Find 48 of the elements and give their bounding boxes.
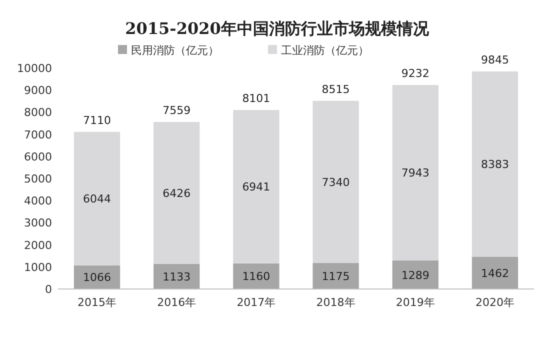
data-label: 1133 <box>162 270 191 284</box>
data-label: 1175 <box>322 270 350 284</box>
y-tick-label: 10000 <box>17 62 52 75</box>
data-label: 1289 <box>401 268 430 282</box>
x-tick-label: 2017年 <box>236 296 276 309</box>
x-tick-label: 2015年 <box>78 296 117 309</box>
y-tick-label: 0 <box>45 283 52 296</box>
total-label: 8515 <box>322 82 350 96</box>
data-label: 6044 <box>83 192 112 206</box>
y-tick-label: 3000 <box>24 216 52 230</box>
bar <box>392 260 438 289</box>
data-label: 1160 <box>242 270 270 284</box>
y-tick-label: 8000 <box>24 106 52 120</box>
data-label: 7943 <box>401 166 430 180</box>
total-label: 9232 <box>401 66 430 80</box>
bar <box>74 132 120 266</box>
x-tick-label: 2020年 <box>475 296 514 309</box>
bar <box>392 84 438 261</box>
bar <box>233 263 280 289</box>
total-label: 8101 <box>242 92 270 105</box>
x-tick-label: 2018年 <box>316 296 356 309</box>
y-tick-label: 9000 <box>24 84 52 98</box>
bar <box>472 71 518 257</box>
bar <box>312 100 359 264</box>
data-label: 8383 <box>480 158 509 172</box>
total-label: 7110 <box>83 114 112 127</box>
data-label: 1462 <box>480 266 509 280</box>
y-tick-label: 2000 <box>24 238 52 252</box>
data-label: 6426 <box>162 186 191 200</box>
x-tick-label: 2019年 <box>396 296 435 309</box>
data-label: 7340 <box>322 176 350 189</box>
y-tick-label: 6000 <box>24 150 52 164</box>
x-tick-label: 2016年 <box>157 296 196 309</box>
data-label: 1066 <box>83 271 112 284</box>
total-label: 7559 <box>162 104 191 117</box>
chart-title: 2015-2020年中国消防行业市场规模情况 <box>125 19 430 38</box>
y-tick-label: 7000 <box>24 128 52 142</box>
bar <box>312 263 359 289</box>
bar <box>154 122 200 264</box>
legend-label: 工业消防（亿元） <box>281 44 369 57</box>
legend-label: 民用消防（亿元） <box>131 44 219 57</box>
y-tick-label: 5000 <box>24 172 52 186</box>
bar <box>472 256 518 289</box>
data-label: 6941 <box>242 180 270 194</box>
y-tick-label: 1000 <box>24 260 52 274</box>
bar <box>233 110 280 264</box>
total-label: 9845 <box>480 53 509 66</box>
y-tick-label: 4000 <box>24 194 52 208</box>
